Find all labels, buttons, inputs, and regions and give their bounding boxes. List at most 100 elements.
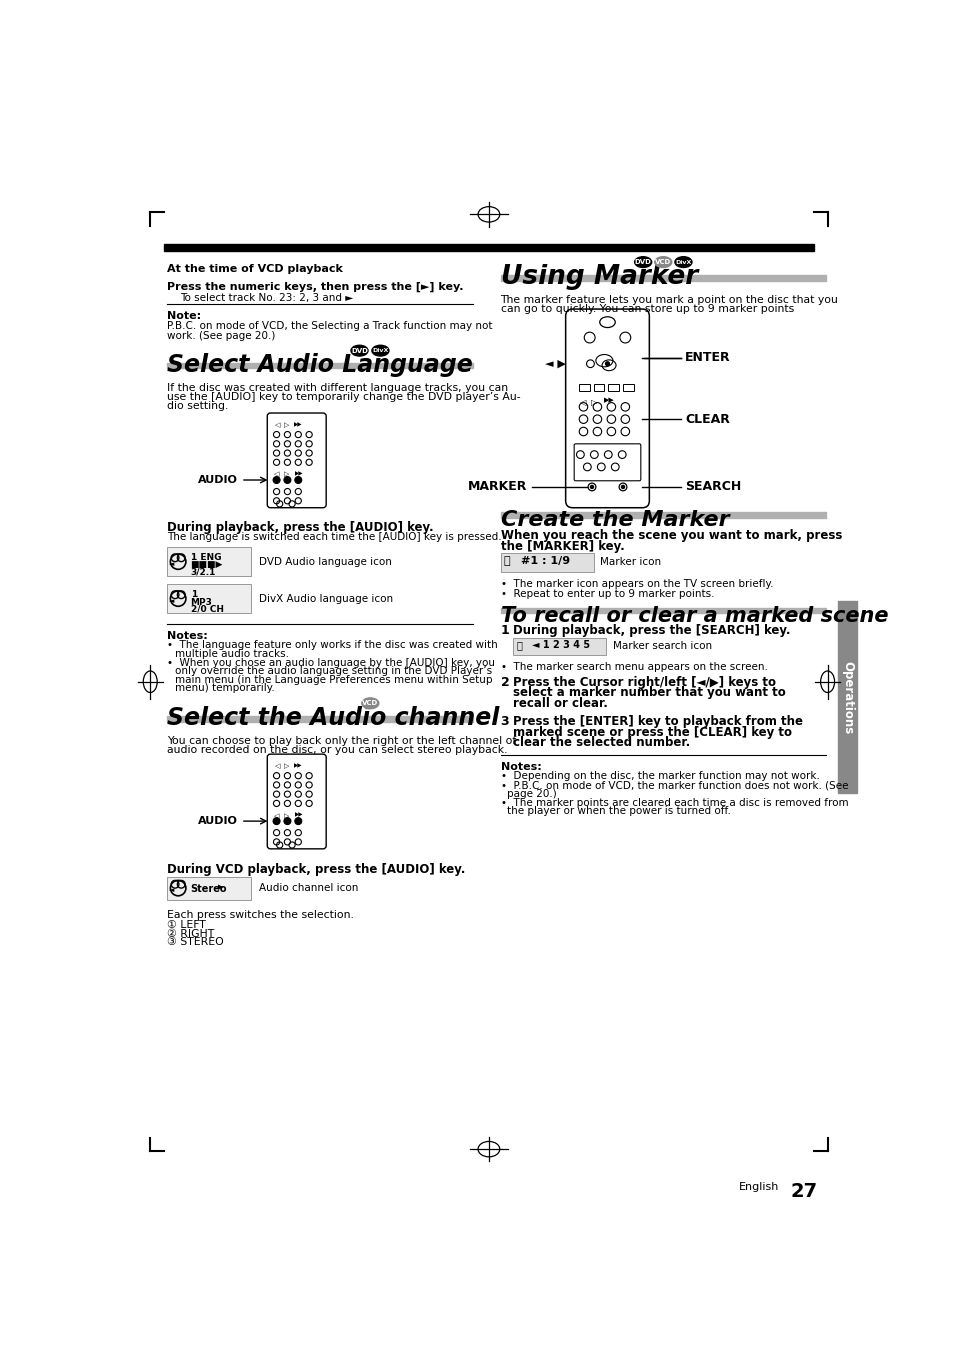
Text: ENTER: ENTER <box>684 351 730 364</box>
Circle shape <box>284 818 291 825</box>
Text: During playback, press the [SEARCH] key.: During playback, press the [SEARCH] key. <box>513 624 790 637</box>
Text: CLEAR: CLEAR <box>684 413 729 425</box>
Text: Each press switches the selection.: Each press switches the selection. <box>167 910 354 921</box>
Text: English: English <box>739 1183 779 1192</box>
Circle shape <box>273 477 280 483</box>
Text: ◄: ◄ <box>169 887 174 894</box>
Ellipse shape <box>361 698 378 709</box>
Text: DVD: DVD <box>351 348 368 354</box>
Circle shape <box>284 477 291 483</box>
Text: •  The language feature only works if the disc was created with: • The language feature only works if the… <box>167 640 497 651</box>
Text: AUDIO: AUDIO <box>197 475 237 485</box>
Text: ◁: ◁ <box>274 813 278 818</box>
Bar <box>593 383 604 392</box>
Text: 1: 1 <box>500 624 509 637</box>
Circle shape <box>294 818 301 825</box>
Text: ◄ ▶: ◄ ▶ <box>544 359 565 369</box>
Text: the player or when the power is turned off.: the player or when the power is turned o… <box>506 806 730 817</box>
Text: •  When you chose an audio language by the [AUDIO] key, you: • When you chose an audio language by th… <box>167 657 495 668</box>
Text: ▶▶: ▶▶ <box>294 813 303 818</box>
Text: Note:: Note: <box>167 312 201 321</box>
Text: 2/0 CH: 2/0 CH <box>191 605 223 614</box>
Text: Press the numeric keys, then press the [►] key.: Press the numeric keys, then press the [… <box>167 281 463 292</box>
Text: Select Audio Language: Select Audio Language <box>167 352 473 377</box>
Text: 🎦: 🎦 <box>516 640 521 651</box>
Text: •  Repeat to enter up to 9 marker points.: • Repeat to enter up to 9 marker points. <box>500 589 713 598</box>
Text: 3/2.1: 3/2.1 <box>191 568 215 576</box>
Text: During playback, press the [AUDIO] key.: During playback, press the [AUDIO] key. <box>167 521 434 533</box>
Text: only override the audio language setting in the DVD Player’s: only override the audio language setting… <box>174 667 492 676</box>
Text: ◁: ◁ <box>274 471 278 478</box>
Text: Press the Cursor right/left [◄/▶] keys to: Press the Cursor right/left [◄/▶] keys t… <box>513 675 775 688</box>
Text: ◁: ◁ <box>578 398 585 406</box>
Text: •  The marker search menu appears on the screen.: • The marker search menu appears on the … <box>500 662 766 672</box>
Bar <box>167 547 251 576</box>
Text: the [MARKER] key.: the [MARKER] key. <box>500 540 623 553</box>
Ellipse shape <box>351 346 368 356</box>
Text: To recall or clear a marked scene: To recall or clear a marked scene <box>500 606 887 625</box>
Text: main menu (in the Language Preferences menu within Setup: main menu (in the Language Preferences m… <box>174 675 492 684</box>
Text: 27: 27 <box>790 1183 817 1202</box>
Text: P.B.C. on mode of VCD, the Selecting a Track function may not: P.B.C. on mode of VCD, the Selecting a T… <box>167 321 493 331</box>
Text: marked scene or press the [CLEAR] key to: marked scene or press the [CLEAR] key to <box>513 726 791 738</box>
Text: When you reach the scene you want to mark, press: When you reach the scene you want to mar… <box>500 529 841 543</box>
Text: Audio channel icon: Audio channel icon <box>258 883 357 894</box>
Text: The marker feature lets you mark a point on the disc that you: The marker feature lets you mark a point… <box>500 296 838 305</box>
Text: Press the [ENTER] key to playback from the: Press the [ENTER] key to playback from t… <box>513 716 802 728</box>
Bar <box>500 275 825 281</box>
Text: DivX Audio language icon: DivX Audio language icon <box>258 594 393 603</box>
Text: ◄: ◄ <box>169 562 174 567</box>
Text: ▶: ▶ <box>217 884 223 890</box>
Bar <box>500 513 825 518</box>
Bar <box>500 554 593 571</box>
Text: ③ STEREO: ③ STEREO <box>167 937 224 948</box>
Text: To select track No. 23: 2, 3 and ►: To select track No. 23: 2, 3 and ► <box>179 293 353 302</box>
Text: 🎦: 🎦 <box>503 556 510 566</box>
Text: dio setting.: dio setting. <box>167 401 229 412</box>
Bar <box>500 608 825 613</box>
Bar <box>167 363 473 369</box>
Circle shape <box>590 486 593 489</box>
Circle shape <box>273 818 280 825</box>
Ellipse shape <box>634 256 651 267</box>
Text: DVD: DVD <box>634 259 651 265</box>
Bar <box>167 585 251 613</box>
Bar <box>578 383 589 392</box>
Text: Select the Audio channel: Select the Audio channel <box>167 706 499 729</box>
Text: During VCD playback, press the [AUDIO] key.: During VCD playback, press the [AUDIO] k… <box>167 863 465 876</box>
Text: At the time of VCD playback: At the time of VCD playback <box>167 265 343 274</box>
Bar <box>513 637 605 655</box>
Text: page 20.): page 20.) <box>506 788 556 799</box>
Text: Using Marker: Using Marker <box>500 265 697 290</box>
Text: Notes:: Notes: <box>500 761 540 772</box>
Bar <box>608 383 618 392</box>
Text: Marker search icon: Marker search icon <box>612 641 711 651</box>
Text: 1 ENG: 1 ENG <box>191 554 221 562</box>
Text: •  The marker points are cleared each time a disc is removed from: • The marker points are cleared each tim… <box>500 798 847 809</box>
Text: ▷: ▷ <box>591 398 598 406</box>
Text: select a marker number that you want to: select a marker number that you want to <box>513 686 785 699</box>
Text: Stereo: Stereo <box>191 884 227 894</box>
Bar <box>164 243 813 251</box>
Text: ② RIGHT: ② RIGHT <box>167 929 214 938</box>
Text: ■■■▶: ■■■▶ <box>191 560 223 570</box>
Text: •  The marker icon appears on the TV screen briefly.: • The marker icon appears on the TV scre… <box>500 579 772 590</box>
Text: Marker icon: Marker icon <box>599 558 660 567</box>
Text: ◄: ◄ <box>169 598 174 603</box>
Text: ◄ 1 2 3 4 5: ◄ 1 2 3 4 5 <box>531 640 589 651</box>
Text: recall or clear.: recall or clear. <box>513 697 607 710</box>
Text: ▷: ▷ <box>284 471 290 478</box>
Bar <box>622 383 633 392</box>
Text: MP3: MP3 <box>191 598 213 606</box>
Text: ▶▶: ▶▶ <box>294 423 302 427</box>
Text: ▷: ▷ <box>284 813 290 818</box>
Ellipse shape <box>674 256 691 267</box>
FancyBboxPatch shape <box>267 755 326 849</box>
Text: 3: 3 <box>500 716 509 728</box>
Text: #1 : 1/9: #1 : 1/9 <box>520 556 569 566</box>
Text: multiple audio tracks.: multiple audio tracks. <box>174 648 289 659</box>
Text: Operations: Operations <box>841 660 853 734</box>
Text: menu) temporarily.: menu) temporarily. <box>174 683 274 694</box>
Text: ▶▶: ▶▶ <box>603 398 614 404</box>
Bar <box>167 876 251 899</box>
